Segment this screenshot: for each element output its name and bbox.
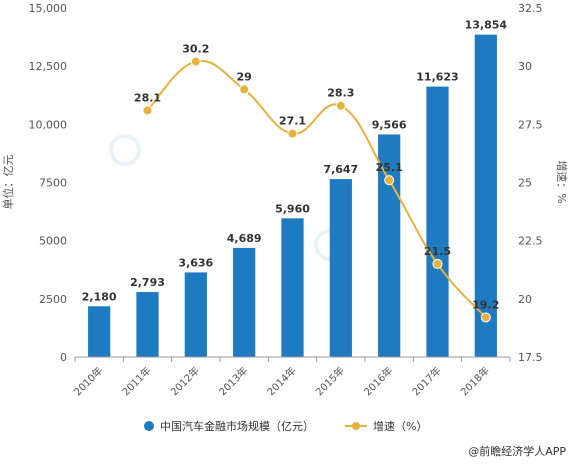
growth-value-label: 21.5 [424,245,451,258]
y-right-tick-label: 25 [518,177,532,190]
y-right-tick-label: 27.5 [518,118,543,131]
bar-value-label: 13,854 [465,19,508,32]
x-tick-label: 2015年 [313,364,347,398]
x-tick-label: 2014年 [264,364,298,398]
x-tick-label: 2016年 [361,364,395,398]
growth-point [384,175,395,186]
growth-point [432,258,443,269]
line-layer [142,56,491,323]
x-tick-label: 2017年 [409,364,443,398]
growth-value-label: 27.1 [279,115,306,128]
y-right-tick-label: 17.5 [518,351,543,364]
bar-value-label: 5,960 [275,202,310,215]
bar-value-label: 9,566 [372,118,407,131]
y-right-tick-label: 32.5 [518,2,543,15]
y-right-tick-label: 22.5 [518,235,543,248]
bar [474,34,497,357]
bar [88,306,111,357]
x-tick-label: 2018年 [458,364,492,398]
growth-point [239,84,250,95]
y-left-tick-label: 12,500 [29,60,68,73]
legend-line-label: 增速（%） [373,419,427,433]
bar-value-label: 2,180 [82,290,117,303]
growth-point [335,100,346,111]
y-left-tick-label: 5000 [39,235,67,248]
growth-line [146,59,487,319]
y-left-tick-label: 7500 [39,177,67,190]
growth-value-label: 25.1 [376,161,403,174]
y-right-tick-label: 30 [518,60,532,73]
bar-value-label: 11,623 [416,71,458,84]
bar-value-label: 7,647 [323,163,358,176]
labels-layer: 2,180 2,793 3,636 4,689 5,960 7,647 9,566 11,62… [82,19,508,312]
source-label: @前瞻经济学人APP [468,444,566,458]
y-left-axis-title: 单位：亿元 [1,155,15,210]
x-tick-label: 2011年 [119,364,153,398]
growth-value-label: 29 [237,70,252,83]
growth-point [287,128,298,139]
growth-point [142,105,153,116]
y-left-tick-label: 15,000 [29,2,68,15]
y-right-axis-title: 增速：% [555,160,569,203]
bar-value-label: 3,636 [178,256,213,269]
growth-value-label: 30.2 [182,43,209,56]
growth-point [480,312,491,323]
bar [426,86,449,357]
y-left-tick-label: 0 [60,351,67,364]
growth-value-label: 19.2 [472,298,499,311]
growth-value-label: 28.3 [327,87,354,100]
bar [329,179,352,357]
x-tick-label: 2013年 [216,364,250,398]
y-left-tick-label: 2500 [39,293,67,306]
x-tick-label: 2010年 [71,364,105,398]
x-tick-label: 2012年 [168,364,202,398]
bar [233,247,256,357]
bar [184,272,207,357]
bar-value-label: 2,793 [130,276,165,289]
legend-bar-swatch [144,421,154,431]
y-right-tick-label: 20 [518,293,532,306]
legend: 中国汽车金融市场规模（亿元） 增速（%） [144,419,427,433]
bar [281,218,304,357]
legend-line-marker [352,422,360,430]
bar-value-label: 4,689 [227,232,262,245]
bar [136,292,159,357]
y-left-tick-label: 10,000 [29,118,68,131]
legend-bar-label: 中国汽车金融市场规模（亿元） [160,419,314,433]
growth-value-label: 28.1 [134,91,161,104]
growth-point [190,56,201,67]
